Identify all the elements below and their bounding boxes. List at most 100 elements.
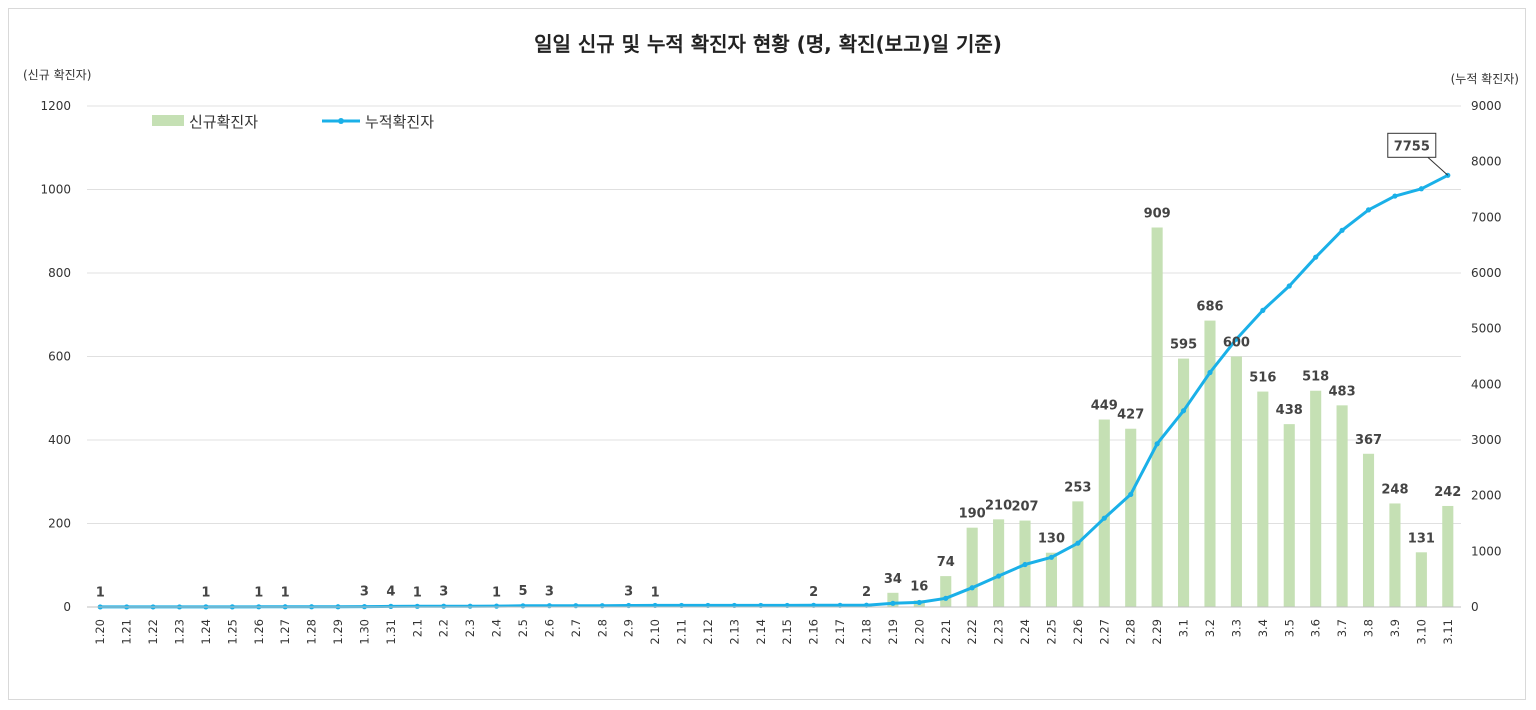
x-tick-label: 2.5 [516, 619, 530, 637]
x-tick-label: 2.8 [595, 619, 609, 637]
bar-value-label: 1 [96, 586, 105, 601]
bar-value-label: 190 [959, 507, 986, 522]
bar-value-label: 909 [1144, 206, 1171, 221]
bar-new-cases [1442, 505, 1454, 607]
bar-value-label: 483 [1329, 384, 1356, 399]
right-y-tick-label: 9000 [1471, 99, 1502, 113]
bar-new-cases [1310, 390, 1322, 607]
bar-value-label: 253 [1064, 480, 1091, 495]
cumulative-point [1075, 540, 1081, 546]
right-axis-unit: (누적 확진자) [1451, 72, 1519, 86]
bar-value-label: 367 [1355, 433, 1382, 448]
left-y-tick-label: 400 [48, 433, 71, 447]
x-tick-label: 2.28 [1124, 619, 1138, 645]
x-tick-label: 1.26 [252, 619, 266, 645]
legend-marker-cumulative [338, 118, 344, 124]
right-y-tick-label: 3000 [1471, 433, 1502, 447]
bar-series [94, 227, 1454, 608]
bar-value-label: 74 [937, 555, 955, 570]
bar-value-label: 595 [1170, 338, 1197, 353]
bar-new-cases [1072, 501, 1084, 607]
bar-value-label: 1 [651, 586, 660, 601]
bar-value-label: 2 [809, 585, 818, 600]
x-tick-label: 3.1 [1177, 619, 1191, 637]
x-tick-label: 2.26 [1071, 619, 1085, 645]
bar-new-cases [1230, 356, 1242, 607]
cumulative-point [890, 600, 896, 606]
cumulative-point [414, 603, 420, 609]
right-y-tick-label: 5000 [1471, 322, 1502, 336]
cumulative-point [1286, 283, 1292, 289]
bar-new-cases [940, 576, 952, 607]
legend-label-new-cases: 신규확진자 [189, 113, 258, 131]
x-tick-label: 2.3 [463, 619, 477, 637]
bar-value-label: 5 [518, 584, 527, 599]
bar-new-cases [1389, 503, 1401, 607]
bar-value-label: 449 [1091, 399, 1118, 414]
legend: 신규확진자 누적확진자 [152, 113, 434, 131]
x-tick-label: 2.9 [622, 619, 636, 637]
bar-value-label: 3 [545, 585, 554, 600]
x-tick-label: 3.3 [1229, 619, 1243, 637]
bar-value-label: 1 [254, 586, 263, 601]
bar-value-label: 3 [360, 585, 369, 600]
cumulative-point [1233, 336, 1240, 342]
x-tick-label: 2.19 [886, 619, 900, 645]
bar-new-cases [1125, 428, 1137, 607]
x-tick-label: 1.30 [357, 619, 371, 645]
x-tick-label: 3.2 [1203, 619, 1217, 637]
bar-value-label: 686 [1196, 300, 1223, 315]
bar-value-label: 438 [1276, 403, 1303, 418]
cumulative-point [1128, 491, 1134, 498]
x-tick-label: 2.2 [437, 619, 451, 637]
x-tick-label: 1.29 [331, 619, 345, 645]
cumulative-point [1365, 207, 1372, 213]
bar-value-label: 3 [439, 585, 448, 600]
cumulative-point [995, 573, 1002, 579]
cumulative-point [1313, 254, 1319, 260]
bar-new-cases [1045, 552, 1057, 607]
right-y-tick-label: 1000 [1471, 544, 1502, 558]
bar-new-cases [1362, 453, 1375, 607]
x-tick-label: 2.20 [912, 619, 926, 645]
bar-value-label: 16 [910, 579, 928, 594]
x-tick-label: 2.29 [1150, 619, 1164, 645]
legend-label-cumulative: 누적확진자 [365, 113, 434, 131]
legend-swatch-new-cases [152, 115, 184, 126]
left-y-tick-label: 1200 [40, 99, 71, 113]
left-y-tick-label: 800 [48, 266, 71, 280]
right-y-tick-label: 6000 [1471, 266, 1502, 280]
bar-value-label: 518 [1302, 370, 1329, 385]
bar-new-cases [1098, 419, 1110, 607]
right-y-axis: 0 1000 2000 3000 4000 5000 6000 7000 8000 9000 [1471, 99, 1502, 614]
cumulative-point [1207, 369, 1213, 376]
left-y-tick-label: 200 [48, 517, 71, 531]
cumulative-point [916, 599, 922, 606]
bar-value-label: 130 [1038, 532, 1065, 547]
left-y-tick-label: 0 [63, 600, 71, 614]
bar-value-label: 1 [201, 586, 210, 601]
x-tick-label: 1.27 [278, 619, 292, 645]
left-y-tick-label: 1000 [40, 183, 71, 197]
cumulative-point [969, 585, 975, 591]
line-series [97, 172, 1451, 610]
cumulative-point [1339, 227, 1345, 233]
x-tick-label: 2.6 [542, 619, 556, 637]
right-y-tick-label: 4000 [1471, 377, 1502, 391]
bar-new-cases [887, 592, 899, 607]
right-y-tick-label: 2000 [1471, 489, 1502, 503]
cumulative-point [493, 603, 500, 609]
callout-pointer [1427, 156, 1449, 176]
bar-new-cases [1415, 552, 1427, 607]
x-tick-label: 2.17 [833, 619, 847, 645]
cumulative-point [1392, 193, 1398, 199]
x-tick-label: 1.28 [305, 619, 319, 645]
x-tick-label: 2.15 [780, 619, 794, 645]
bar-value-label: 427 [1117, 408, 1144, 423]
x-tick-label: 3.8 [1362, 619, 1376, 637]
callout-group: 7755 [1387, 132, 1449, 176]
bar-new-cases [1257, 391, 1269, 607]
cumulative-point [1260, 307, 1266, 314]
cumulative-point [1154, 441, 1160, 447]
